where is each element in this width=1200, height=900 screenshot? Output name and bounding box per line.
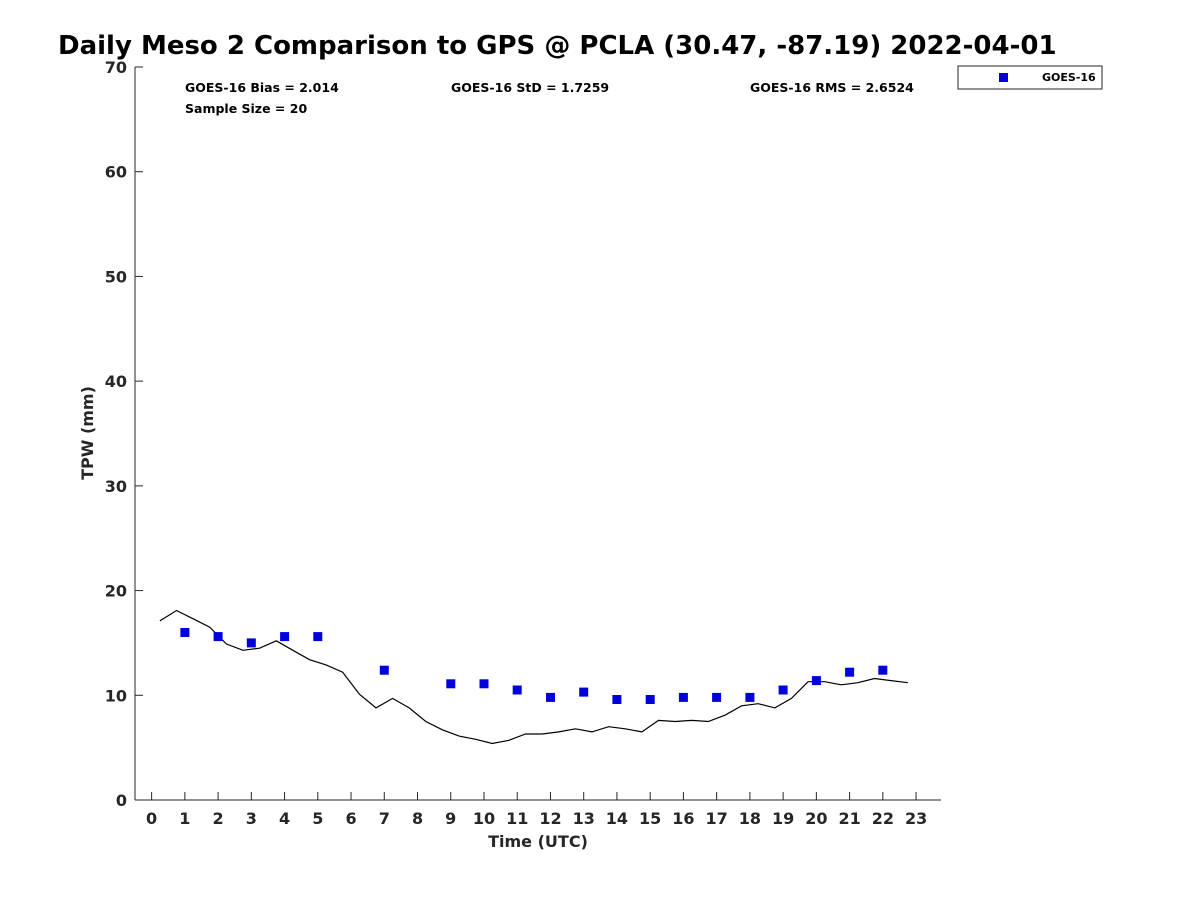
stat-bias: GOES-16 Bias = 2.014: [185, 80, 339, 95]
x-tick-label: 23: [905, 809, 927, 828]
goes16-point: [379, 665, 389, 675]
x-tick-label: 8: [412, 809, 423, 828]
x-tick-label: 17: [706, 809, 728, 828]
x-tick-label: 7: [379, 809, 390, 828]
x-tick-label: 9: [445, 809, 456, 828]
stats-annotations: GOES-16 Bias = 2.014 GOES-16 StD = 1.725…: [185, 80, 914, 116]
stat-sample-size: Sample Size = 20: [185, 101, 307, 116]
x-tick-label: 12: [539, 809, 561, 828]
x-tick-label: 21: [838, 809, 860, 828]
goes16-point: [246, 638, 256, 648]
x-tick-label: 19: [772, 809, 794, 828]
y-ticks: 0 10 20 30 40 50 60 70: [105, 58, 143, 810]
x-tick-label: 20: [805, 809, 827, 828]
stat-std: GOES-16 StD = 1.7259: [451, 80, 609, 95]
x-tick-label: 6: [345, 809, 356, 828]
x-tick-label: 16: [672, 809, 694, 828]
y-tick-label: 10: [105, 686, 127, 705]
y-tick-label: 50: [105, 267, 127, 286]
y-tick-label: 0: [116, 791, 127, 810]
goes16-point: [579, 687, 589, 697]
x-tick-label: 11: [506, 809, 528, 828]
y-tick-label: 70: [105, 58, 127, 77]
goes16-point: [280, 632, 290, 642]
goes16-point: [778, 685, 788, 695]
y-tick-label: 30: [105, 477, 127, 496]
x-tick-label: 14: [606, 809, 628, 828]
x-tick-label: 22: [872, 809, 894, 828]
y-tick-label: 20: [105, 582, 127, 601]
x-tick-label: 18: [739, 809, 761, 828]
x-tick-label: 3: [246, 809, 257, 828]
goes16-point: [845, 667, 855, 677]
x-tick-label: 5: [312, 809, 323, 828]
goes16-point: [479, 679, 489, 689]
goes16-point: [313, 632, 323, 642]
goes16-point: [878, 665, 888, 675]
y-tick-label: 60: [105, 163, 127, 182]
legend: GOES-16: [957, 65, 1103, 90]
series-layer: [159, 609, 908, 745]
x-tick-label: 13: [573, 809, 595, 828]
x-axis-label: Time (UTC): [488, 832, 588, 851]
legend-box: [957, 65, 1103, 90]
goes16-point: [180, 628, 190, 637]
chart-title: Daily Meso 2 Comparison to GPS @ PCLA (3…: [58, 31, 1057, 61]
x-ticks: 0 1 2 3 4 5 6 7 8 9 10 11 12 13 14 15 16 17 18 19 20 21 22 23: [146, 792, 927, 828]
stat-rms: GOES-16 RMS = 2.6524: [750, 80, 914, 95]
x-tick-label: 15: [639, 809, 661, 828]
x-tick-label: 0: [146, 809, 157, 828]
gps-line: [159, 609, 908, 745]
x-tick-label: 10: [473, 809, 495, 828]
goes16-point: [512, 685, 522, 695]
x-tick-label: 1: [179, 809, 190, 828]
goes16-point: [213, 632, 223, 642]
goes16-point: [811, 676, 821, 686]
goes16-point: [645, 695, 655, 704]
goes16-point: [678, 692, 688, 702]
goes16-point: [546, 692, 555, 702]
legend-label: GOES-16: [1042, 71, 1096, 84]
goes16-point: [745, 692, 755, 702]
x-tick-label: 2: [213, 809, 224, 828]
y-tick-label: 40: [105, 372, 127, 391]
x-tick-label: 4: [279, 809, 290, 828]
legend-marker: [999, 73, 1008, 82]
goes16-point: [446, 679, 456, 689]
y-axis-label: TPW (mm): [78, 386, 97, 480]
goes16-point: [612, 695, 622, 704]
goes16-point: [712, 692, 722, 702]
